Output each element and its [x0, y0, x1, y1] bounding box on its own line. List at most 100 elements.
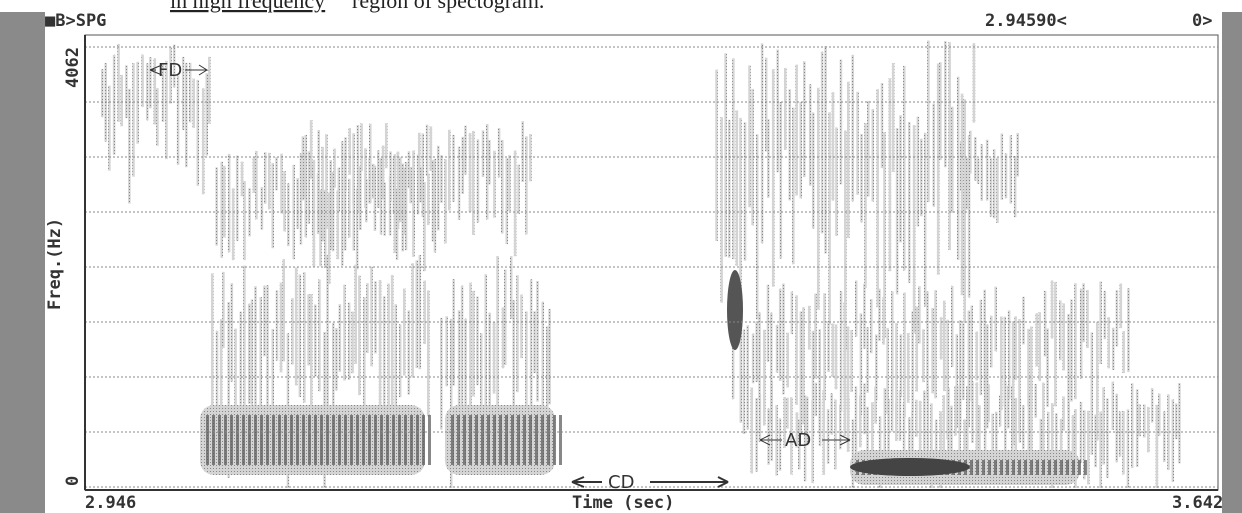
spectral-streak: [1015, 398, 1018, 458]
spectral-streak: [1014, 156, 1017, 217]
glottal-pulse: [1024, 460, 1027, 475]
spectral-streak: [867, 101, 870, 197]
spectral-streak: [832, 324, 835, 377]
spectral-streak: [472, 291, 475, 397]
spectral-streak: [136, 62, 139, 144]
caption: region of spectogram.: [352, 0, 544, 13]
spectral-streak: [728, 120, 731, 258]
spectral-streak: [1054, 282, 1057, 406]
spectral-streak: [803, 61, 806, 177]
spectral-streak: [501, 140, 504, 234]
y-top-label: 4062: [63, 47, 83, 88]
mode-label: ■B>SPG: [45, 11, 106, 31]
spectral-streak: [344, 137, 347, 191]
spectral-streak: [1055, 413, 1058, 453]
spectral-streak: [120, 75, 123, 126]
spectral-streak: [776, 325, 779, 373]
spectral-streak: [525, 136, 528, 234]
glottal-pulse: [535, 415, 538, 465]
spectral-streak: [1151, 388, 1154, 423]
spectral-streak: [529, 134, 532, 181]
glottal-pulse: [553, 415, 556, 465]
spectral-streak: [1147, 407, 1150, 452]
spectral-streak: [1004, 381, 1007, 460]
spectral-streak: [232, 188, 235, 260]
spectral-streak: [919, 401, 922, 453]
spectral-streak: [536, 281, 539, 402]
spectral-streak: [348, 128, 351, 175]
spectral-streak: [304, 135, 307, 237]
spectral-streak: [823, 390, 826, 474]
spectral-streak: [811, 400, 814, 483]
spectral-streak: [847, 326, 850, 410]
formant-band: [200, 405, 425, 475]
spectral-streak: [385, 123, 388, 168]
burst: [727, 270, 743, 350]
spectral-streak: [275, 157, 278, 190]
spectral-streak: [840, 60, 843, 185]
spectral-streak: [872, 109, 875, 201]
spectral-streak: [448, 130, 451, 211]
spectral-streak: [1074, 283, 1077, 399]
spectral-streak: [440, 155, 443, 203]
spectral-streak: [860, 134, 863, 222]
spectral-streak: [516, 275, 519, 392]
spectral-streak: [132, 63, 135, 177]
spectral-streak: [299, 274, 302, 397]
spectral-streak: [748, 65, 751, 207]
glottal-pulse: [374, 415, 377, 465]
glottal-pulse: [1054, 460, 1057, 475]
right-frame: [1222, 12, 1242, 513]
spectral-streak: [819, 400, 822, 446]
spectral-streak: [907, 333, 910, 403]
spectral-streak: [724, 53, 727, 256]
spectral-streak: [318, 130, 321, 191]
spectral-streak: [815, 383, 818, 416]
spectral-streak: [809, 84, 812, 186]
glottal-pulse: [1042, 460, 1045, 475]
spectral-streak: [993, 149, 996, 218]
spectral-streak: [189, 63, 192, 123]
spectral-streak: [476, 297, 479, 386]
spectral-streak: [113, 55, 116, 155]
spectral-streak: [248, 304, 251, 404]
spectral-streak: [973, 43, 976, 123]
spectral-streak: [1062, 397, 1065, 431]
cursor-time: 2.94590<: [985, 11, 1067, 31]
glottal-pulse: [308, 415, 311, 465]
spectral-streak: [101, 69, 104, 117]
spectral-streak: [125, 65, 128, 118]
glottal-pulse: [302, 415, 305, 465]
spectral-streak: [922, 329, 925, 382]
spectral-streak: [1178, 383, 1181, 463]
spectral-streak: [960, 142, 963, 191]
spectral-streak: [744, 122, 747, 260]
glottal-pulse: [1030, 460, 1033, 475]
glottal-pulse: [976, 460, 979, 475]
spectral-streak: [394, 154, 397, 253]
screen: in high frequency region of spectogram. …: [0, 0, 1242, 513]
spectral-streak: [950, 406, 953, 457]
spectral-streak: [996, 158, 999, 223]
spectral-streak: [426, 125, 429, 176]
spectral-streak: [389, 151, 392, 201]
spectral-streak: [321, 147, 324, 242]
spectral-streak: [236, 156, 239, 241]
spectral-streak: [786, 333, 789, 388]
spectrogram: [85, 35, 1218, 490]
spectral-streak: [720, 117, 723, 302]
glottal-pulse: [481, 415, 484, 465]
spectral-streak: [430, 126, 433, 171]
spectral-streak: [994, 287, 997, 352]
spectral-streak: [962, 323, 965, 400]
glottal-pulse: [982, 460, 985, 475]
spectral-streak: [469, 133, 472, 212]
glottal-pulse: [404, 415, 407, 465]
spectral-streak: [782, 284, 785, 395]
spectral-streak: [215, 167, 218, 245]
spectral-streak: [211, 273, 214, 408]
spectral-streak: [951, 107, 954, 213]
glottal-pulse: [296, 415, 299, 465]
glottal-pulse: [511, 415, 514, 465]
spectral-streak: [1112, 382, 1115, 430]
